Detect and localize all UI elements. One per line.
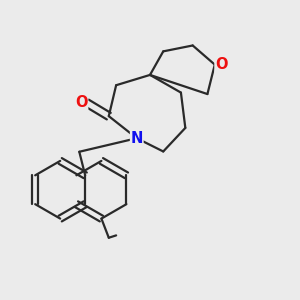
Text: O: O xyxy=(215,57,227,72)
Text: N: N xyxy=(130,131,143,146)
Text: O: O xyxy=(75,95,88,110)
